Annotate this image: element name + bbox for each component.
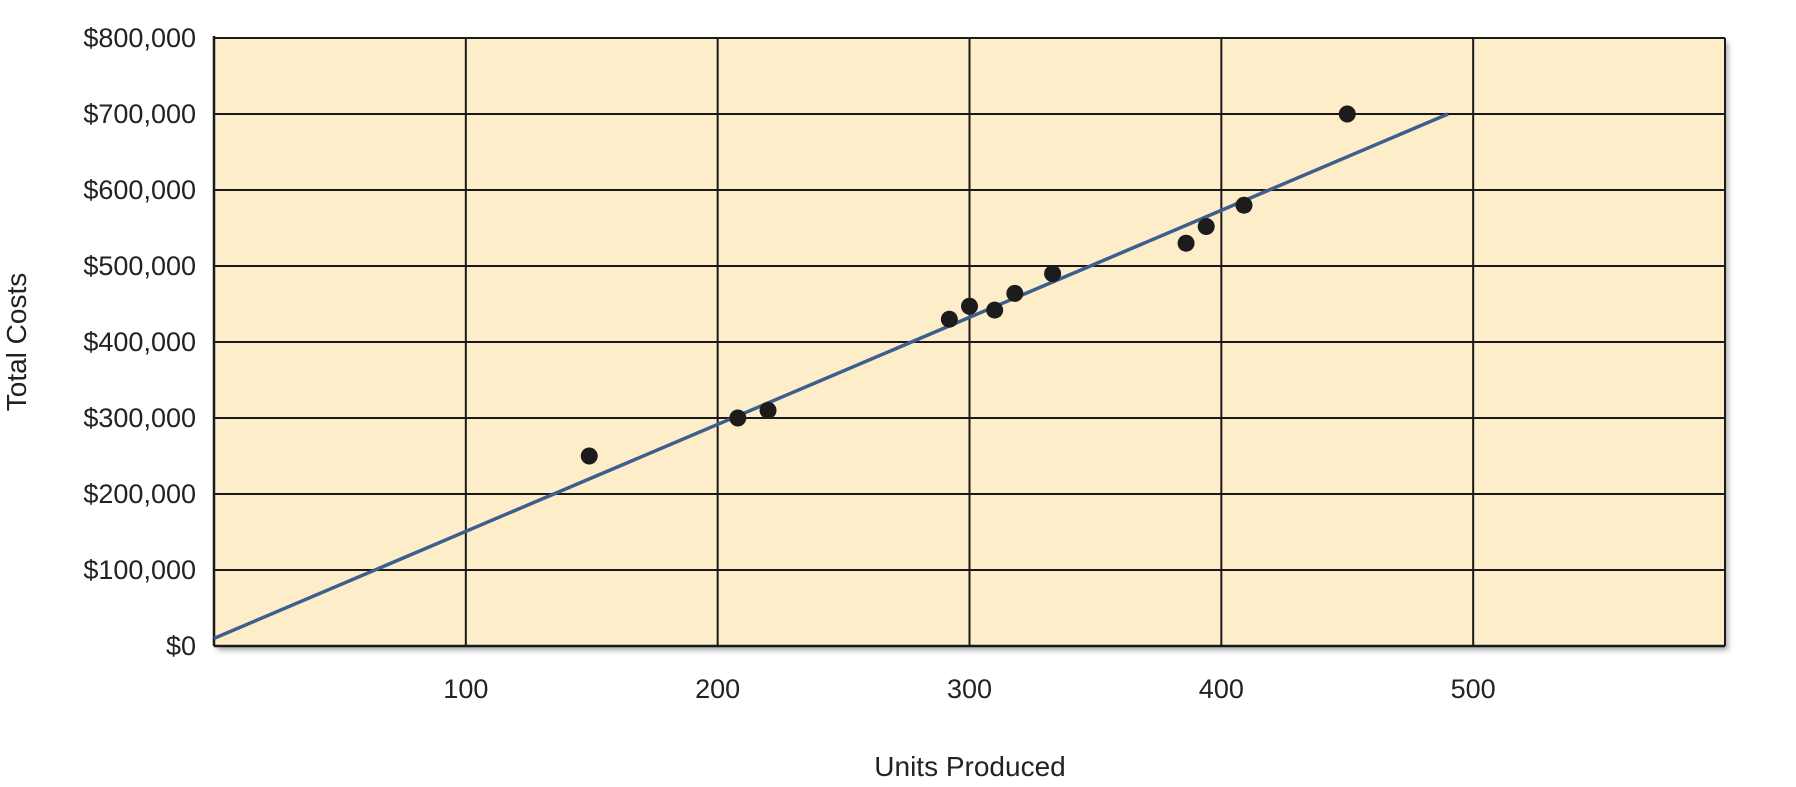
y-tick-labels: $0 $100,000 $200,000 $300,000 $400,000 $500,0… xyxy=(83,23,196,661)
x-tick-labels: 100 200 300 400 500 xyxy=(443,674,1495,704)
y-axis-title: Total Costs xyxy=(1,273,32,412)
x-tick-label: 300 xyxy=(947,674,992,704)
x-tick-label: 400 xyxy=(1199,674,1244,704)
x-tick-label: 500 xyxy=(1451,674,1496,704)
data-point xyxy=(1338,105,1356,123)
data-point xyxy=(1177,234,1195,252)
data-point xyxy=(580,447,598,465)
data-point xyxy=(729,409,747,427)
y-tick-label: $300,000 xyxy=(83,403,196,433)
x-tick-label: 200 xyxy=(695,674,740,704)
data-point xyxy=(1235,196,1253,214)
y-tick-label: $0 xyxy=(166,631,196,661)
data-point xyxy=(1044,265,1062,283)
y-tick-label: $800,000 xyxy=(83,23,196,53)
x-tick-label: 100 xyxy=(443,674,488,704)
data-point xyxy=(1006,284,1024,302)
y-tick-label: $700,000 xyxy=(83,99,196,129)
data-point xyxy=(961,297,978,315)
data-point xyxy=(1197,217,1215,235)
y-tick-label: $200,000 xyxy=(83,479,196,509)
y-tick-label: $500,000 xyxy=(83,251,196,281)
y-tick-label: $100,000 xyxy=(83,555,196,585)
axes xyxy=(212,36,1726,648)
y-tick-label: $600,000 xyxy=(83,175,196,205)
x-axis-title: Units Produced xyxy=(874,751,1065,782)
y-tick-label: $400,000 xyxy=(83,327,196,357)
data-point xyxy=(759,401,777,419)
data-points xyxy=(580,105,1356,465)
data-point xyxy=(986,301,1004,319)
data-point xyxy=(940,310,958,328)
